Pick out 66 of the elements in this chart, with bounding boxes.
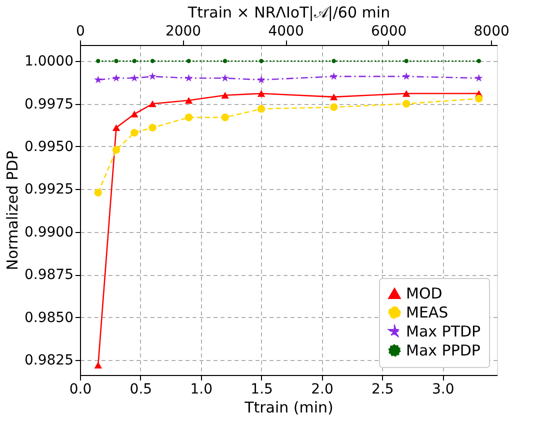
point	[130, 74, 138, 82]
point	[402, 100, 410, 108]
legend-label: Max PPDP	[406, 342, 480, 360]
y-tick-label: 1.0000	[24, 54, 74, 70]
point	[132, 58, 137, 64]
point	[112, 74, 120, 82]
y-tick-label: 0.9975	[24, 96, 74, 112]
point	[112, 146, 120, 154]
point	[259, 58, 264, 64]
point	[184, 96, 193, 104]
y-tick-label: 0.9850	[24, 310, 74, 326]
x2-axis-title: Ttrain × NRΛIoT|𝒜|/60 min	[186, 4, 390, 22]
point	[130, 128, 138, 137]
point	[94, 76, 102, 84]
x2-tick-label: 2000	[165, 24, 202, 40]
y-tick-label: 0.9950	[24, 138, 74, 155]
x-tick-label: 2.0	[311, 382, 334, 398]
point	[221, 114, 229, 122]
x-tick-label: 1.5	[250, 382, 273, 398]
point	[184, 114, 193, 122]
x-tick-label: 1.0	[190, 382, 212, 398]
legend-label: MOD	[406, 284, 442, 302]
point	[257, 76, 266, 84]
point	[474, 74, 483, 82]
x2-tick-label: 6000	[371, 24, 407, 40]
point	[112, 124, 120, 132]
x2-tick-label: 4000	[268, 24, 304, 40]
point	[94, 188, 102, 196]
point	[330, 94, 338, 100]
point	[222, 58, 228, 64]
point	[257, 105, 266, 113]
point	[94, 362, 102, 368]
point	[474, 94, 483, 102]
point	[114, 58, 118, 64]
point	[330, 72, 338, 80]
point	[148, 72, 156, 80]
y-tick-label: 0.9875	[24, 267, 74, 284]
point	[404, 58, 408, 64]
y-axis-title: Normalized PDP	[4, 150, 22, 270]
point	[402, 90, 410, 97]
y-tick-label: 0.9925	[24, 182, 74, 198]
x-tick-label: 0.0	[69, 382, 92, 398]
y-tick-label: 0.9900	[24, 224, 74, 240]
point	[96, 58, 100, 64]
point	[257, 90, 266, 97]
legend-label: MEAS	[406, 304, 448, 322]
point	[148, 124, 156, 132]
x2-tick-label: 0	[76, 24, 85, 40]
legend-label: Max PTDP	[406, 322, 481, 340]
point	[330, 103, 338, 112]
point	[221, 74, 230, 82]
point	[130, 110, 138, 118]
point	[221, 92, 229, 99]
point	[150, 58, 155, 64]
point	[184, 74, 193, 82]
point	[186, 58, 191, 64]
x-axis-title: Ttrain (min)	[244, 398, 334, 416]
x-tick-label: 3.0	[432, 382, 454, 398]
point	[476, 58, 481, 64]
x2-tick-label: 8000	[474, 24, 510, 40]
y-tick-label: 0.9825	[24, 352, 74, 368]
point	[402, 72, 410, 80]
point	[332, 58, 336, 64]
x-tick-label: 2.5	[372, 382, 394, 398]
point	[148, 100, 156, 108]
x-tick-label: 0.5	[130, 382, 152, 398]
